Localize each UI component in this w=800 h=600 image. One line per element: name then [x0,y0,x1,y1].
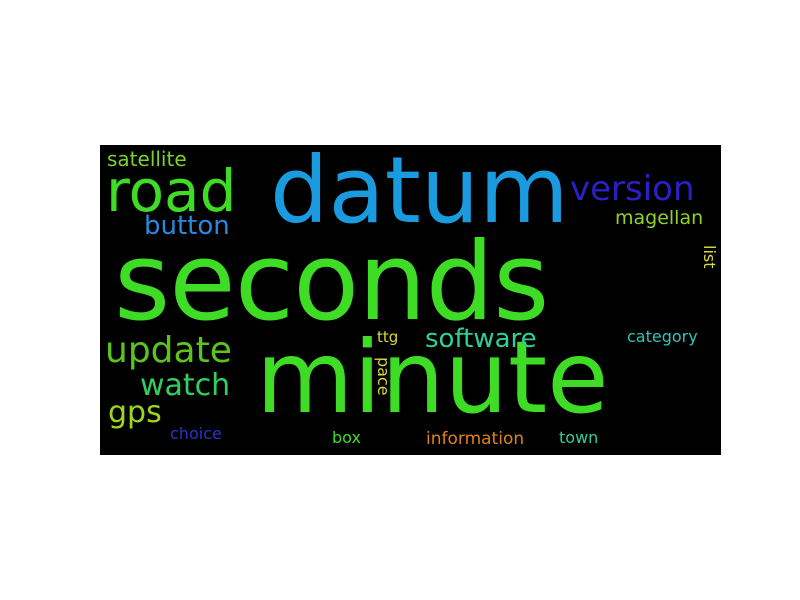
word-datum: datum [270,145,569,244]
word-magellan: magellan [615,207,704,229]
word-watch: watch [140,368,231,403]
word-cloud: seconds minute datum road version update… [100,145,721,455]
word-satellite: satellite [107,147,187,171]
word-list: list [700,245,719,269]
word-minute: minute [256,319,609,436]
word-seconds: seconds [114,220,549,345]
word-button: button [144,211,230,241]
word-ttg: ttg [377,328,399,346]
word-road: road [106,157,237,225]
word-pace: pace [374,357,393,396]
word-software: software [425,324,537,354]
word-version: version [570,169,695,209]
word-gps: gps [108,395,162,430]
word-choice: choice [170,424,222,443]
word-information: information [426,429,525,449]
word-category: category [627,327,698,346]
word-box: box [332,428,361,447]
word-update: update [105,330,232,371]
word-town: town [559,428,599,447]
